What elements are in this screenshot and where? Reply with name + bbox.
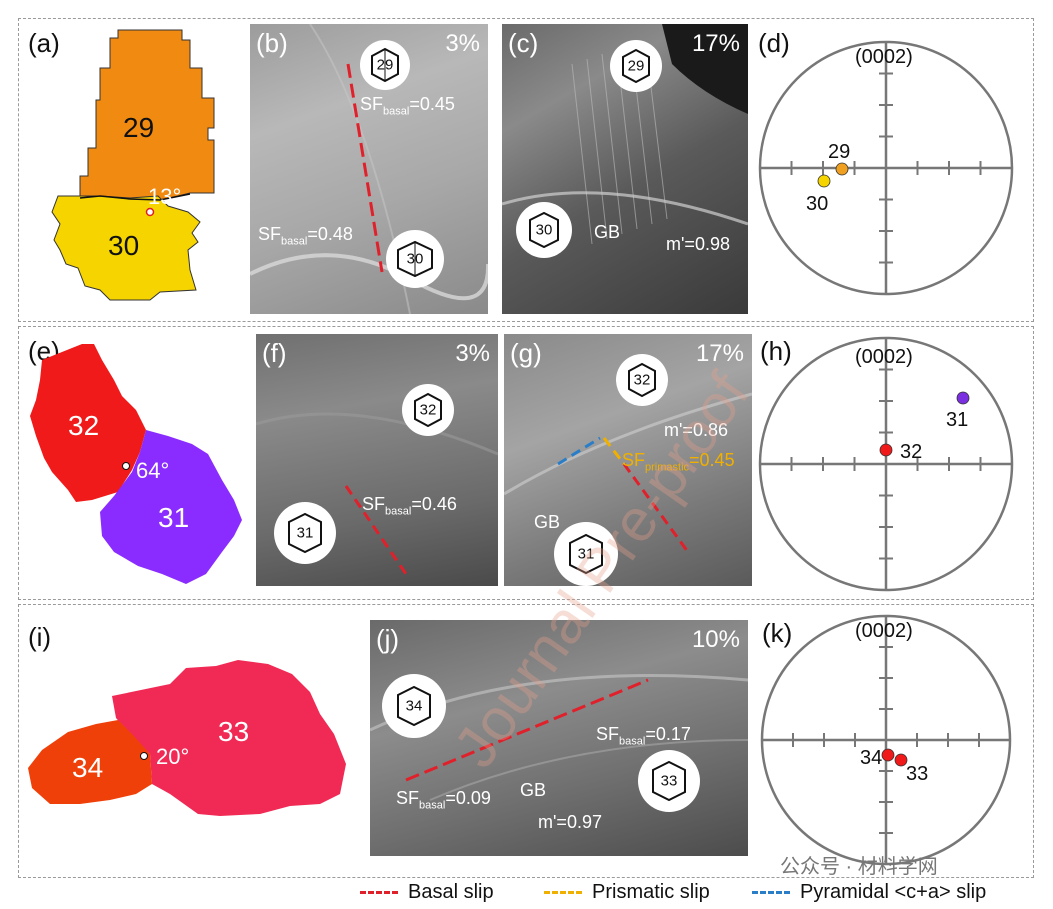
gb-label-g: GB	[534, 512, 561, 532]
panel-label-c: (c)	[508, 28, 539, 58]
row-2-frame	[18, 326, 1034, 600]
m-prime-label-c: m'=0.98	[666, 234, 730, 254]
grain-label-31: 31	[158, 502, 190, 533]
unit-cell-icon-g-31: 31	[554, 522, 618, 586]
misorientation-angle: 64°	[136, 458, 170, 483]
unit-cell-icon-f-31: 31	[274, 502, 336, 564]
unit-cell-icon-b-29: 29	[360, 40, 410, 90]
grain-map-i	[28, 660, 346, 816]
pole-point-30	[817, 174, 831, 188]
strain-label-c: 17%	[691, 30, 740, 57]
panel-label-j: (j)	[376, 624, 400, 654]
sem-image-c: (c) 17% GB m'=0.98 29 30	[502, 24, 748, 314]
m-prime-label-g: m'=0.86	[664, 420, 728, 440]
pole-label-30: 30	[806, 193, 828, 215]
pole-figure-d: 29 30	[758, 40, 1014, 296]
slip-legend: Basal slip Prismatic slip Pyramidal <c+a…	[0, 875, 1053, 909]
panel-label-f: (f)	[262, 338, 287, 368]
pole-label-32: 32	[900, 441, 922, 463]
gb-label-c: GB	[594, 222, 621, 242]
strain-label-f: 3%	[455, 340, 490, 367]
panel-label-a: (a)	[28, 28, 60, 58]
legend-item-pyramidal: Pyramidal <c+a> slip	[752, 881, 986, 904]
panel-label-b: (b)	[256, 28, 288, 58]
sf-prismatic-label-g: SFprimastic=0.45	[622, 450, 735, 474]
wechat-watermark: 公众号 · 材料学网	[780, 856, 938, 878]
grain-label-33: 33	[218, 716, 250, 747]
pole-figure-title-k: (0002)	[855, 620, 913, 642]
legend-item-prismatic: Prismatic slip	[544, 881, 710, 904]
unit-cell-icon-b-30: 30	[386, 230, 444, 288]
grain-label-29: 29	[123, 112, 155, 143]
grain-label-34: 34	[72, 752, 104, 783]
pole-figure-k: 34 33	[760, 614, 1012, 866]
panel-label-i: (i)	[28, 622, 52, 652]
unit-cell-icon-j-34: 34	[382, 674, 446, 738]
pole-figure-title-d: (0002)	[855, 46, 913, 68]
strain-label-g: 17%	[695, 340, 744, 367]
pole-point-34	[881, 748, 895, 762]
panel-label-d: (d)	[758, 28, 790, 58]
grain-label-30: 30	[108, 230, 140, 261]
pole-label-31: 31	[946, 409, 968, 431]
panel-label-h: (h)	[760, 336, 792, 366]
misorientation-angle: 20°	[156, 744, 190, 769]
pole-label-29: 29	[828, 141, 850, 163]
misorientation-angle: 13°	[148, 184, 182, 209]
pole-figure-title-h: (0002)	[855, 346, 913, 368]
unit-cell-icon-j-33: 33	[638, 750, 700, 812]
pole-label-34: 34	[860, 747, 882, 769]
sf-basal-label-f: SFbasal=0.46	[362, 494, 457, 518]
pole-point-31	[956, 391, 970, 405]
row-1-frame	[18, 18, 1034, 322]
panel-label-g: (g)	[510, 338, 542, 368]
grain-label-32: 32	[68, 410, 100, 441]
strain-label-b: 3%	[445, 30, 480, 57]
pole-label-33: 33	[906, 763, 928, 785]
panel-label-k: (k)	[762, 618, 793, 648]
sem-image-f: (f) 3% SFbasal=0.46 32 31	[256, 334, 498, 586]
sf-basal-label-b1: SFbasal=0.45	[360, 94, 455, 118]
sf-basal-label-j2: SFbasal=0.09	[396, 788, 491, 812]
pole-point-32	[879, 443, 893, 457]
grain-map-a	[51, 29, 215, 301]
unit-cell-icon-c-29: 29	[610, 40, 662, 92]
row-3-frame	[18, 604, 1034, 878]
sem-image-g: (g) 17% m'=0.86 SFprimastic=0.45 GB 32 3…	[504, 334, 752, 586]
unit-cell-icon-f-32: 32	[402, 384, 454, 436]
legend-item-basal: Basal slip	[360, 881, 494, 904]
gb-label-j: GB	[520, 780, 547, 800]
pole-point-33	[894, 753, 908, 767]
sf-basal-label-j1: SFbasal=0.17	[596, 724, 691, 748]
sem-image-b: (b) 3% SFbasal=0.45 SFbasal=0.48 29 30	[250, 24, 488, 314]
strain-label-j: 10%	[691, 626, 740, 653]
sem-image-j: (j) 10% SFbasal=0.17 SFbasal=0.09 GB m'=…	[370, 620, 748, 856]
m-prime-label-j: m'=0.97	[538, 812, 602, 832]
unit-cell-icon-g-32: 32	[616, 354, 668, 406]
unit-cell-icon-c-30: 30	[516, 202, 572, 258]
pole-point-29	[835, 162, 849, 176]
grain-map-e	[30, 344, 242, 584]
sf-basal-label-b2: SFbasal=0.48	[258, 224, 353, 248]
pole-figure-h: 31 32	[758, 336, 1014, 592]
